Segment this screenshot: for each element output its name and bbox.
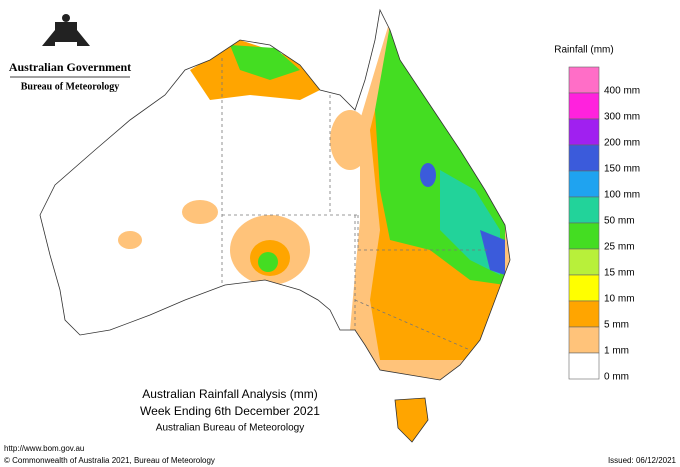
legend-label: 150 mm bbox=[604, 164, 640, 175]
legend-swatch bbox=[568, 170, 600, 198]
legend-swatch bbox=[568, 222, 600, 250]
legend-swatch bbox=[568, 248, 600, 276]
legend-swatch bbox=[568, 92, 600, 120]
legend-label: 200 mm bbox=[604, 138, 640, 149]
coastline bbox=[39, 8, 511, 443]
agency-name: Bureau of Meteorology bbox=[21, 81, 120, 92]
caption-line: Week Ending 6th December 2021 bbox=[140, 404, 320, 418]
legend-label: 0 mm bbox=[604, 372, 629, 383]
legend-label: 50 mm bbox=[604, 216, 635, 227]
legend-swatch bbox=[568, 144, 600, 172]
caption-line: Australian Rainfall Analysis (mm) bbox=[142, 387, 317, 401]
legend-label: 25 mm bbox=[604, 242, 635, 253]
legend-label: 15 mm bbox=[604, 268, 635, 279]
legend-swatch bbox=[568, 274, 600, 302]
copyright: © Commonwealth of Australia 2021, Bureau… bbox=[4, 456, 215, 465]
legend-swatch bbox=[568, 352, 600, 380]
legend-swatch bbox=[568, 326, 600, 354]
legend-label: 5 mm bbox=[604, 320, 629, 331]
legend-title: Rainfall (mm) bbox=[554, 45, 613, 56]
legend-label: 400 mm bbox=[604, 86, 640, 97]
legend-swatch bbox=[568, 118, 600, 146]
government-name: Australian Government bbox=[9, 60, 131, 74]
legend-swatch bbox=[568, 196, 600, 224]
logo: Australian Government Bureau of Meteorol… bbox=[9, 14, 131, 92]
url: http://www.bom.gov.au bbox=[4, 444, 84, 453]
legend-label: 300 mm bbox=[604, 112, 640, 123]
legend-swatch bbox=[568, 66, 600, 94]
legend-swatch bbox=[568, 300, 600, 328]
legend: 400 mm 300 mm 200 mm 150 mm 100 mm 50 mm 25 mm… bbox=[568, 66, 640, 383]
legend-label: 1 mm bbox=[604, 346, 629, 357]
caption-line: Australian Bureau of Meteorology bbox=[156, 423, 304, 434]
legend-label: 100 mm bbox=[604, 190, 640, 201]
issued-date: Issued: 06/12/2021 bbox=[608, 456, 677, 465]
state-borders bbox=[221, 58, 490, 351]
legend-label: 10 mm bbox=[604, 294, 635, 305]
